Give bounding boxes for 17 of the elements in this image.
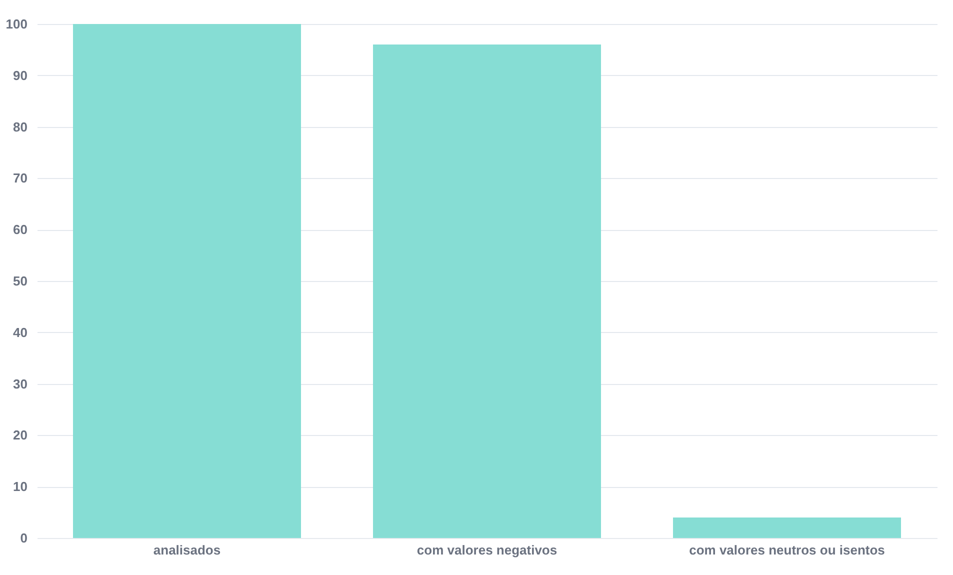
y-tick-label: 10 <box>13 479 28 494</box>
bar <box>673 517 901 538</box>
y-tick-label: 60 <box>13 222 28 238</box>
y-tick-label: 20 <box>13 428 28 443</box>
y-tick-label: 40 <box>13 324 28 340</box>
y-tick-label: 100 <box>6 16 28 32</box>
x-tick-label: analisados <box>153 542 221 558</box>
y-tick-label: 90 <box>13 68 28 83</box>
y-tick-label: 70 <box>13 170 28 186</box>
bar <box>373 44 601 538</box>
y-tick-label: 50 <box>13 274 28 288</box>
bar <box>73 24 301 538</box>
y-tick-label: 30 <box>13 376 28 392</box>
y-tick-label: 80 <box>13 119 28 134</box>
y-tick-label: 0 <box>20 530 28 546</box>
x-tick-label: com valores neutros ou isentos <box>689 542 885 558</box>
x-tick-label: com valores negativos <box>416 542 558 558</box>
